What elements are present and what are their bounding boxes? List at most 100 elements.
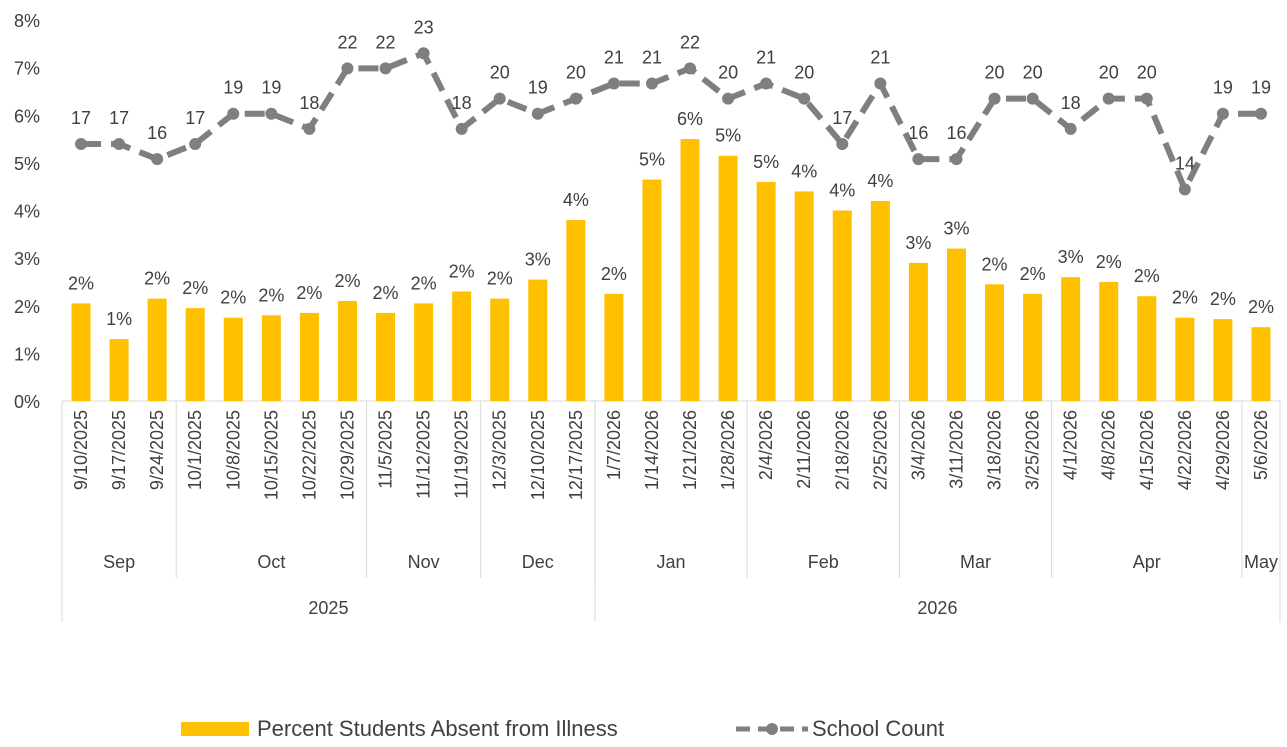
bar: [680, 139, 700, 401]
line-data-label: 22: [680, 32, 700, 52]
line-data-label: 20: [566, 63, 586, 83]
line-data-label: 14: [1175, 153, 1195, 173]
line-point: [912, 153, 925, 166]
x-tick-label: 10/8/2025: [223, 410, 243, 490]
line-point: [341, 62, 354, 75]
legend: Percent Students Absent from Illness Sch…: [0, 716, 1287, 742]
bar-data-label: 4%: [867, 171, 893, 191]
line-data-label: 16: [946, 123, 966, 143]
line-data-label: 23: [414, 17, 434, 37]
line-data-label: 19: [223, 78, 243, 98]
x-tick-label: 2/4/2026: [756, 410, 776, 480]
bar: [1137, 296, 1157, 401]
bar: [1061, 277, 1081, 401]
x-tick-label: 11/5/2025: [376, 410, 396, 489]
line-data-label: 20: [1099, 63, 1119, 83]
bar: [376, 312, 396, 401]
x-tick-label: 2/11/2026: [794, 410, 814, 489]
x-tick-label: 11/19/2025: [452, 410, 472, 499]
line-data-label: 19: [1213, 78, 1233, 98]
x-tick-label: 9/10/2025: [71, 410, 91, 490]
line-data-label: 18: [452, 93, 472, 113]
x-tick-label: 1/28/2026: [718, 410, 738, 490]
bar-data-label: 3%: [943, 219, 969, 239]
line-point: [1102, 92, 1115, 105]
line-data-label: 17: [832, 108, 852, 128]
bar-data-label: 5%: [753, 152, 779, 172]
bar: [604, 293, 624, 401]
line-point: [303, 122, 316, 135]
y-tick-label: 6%: [14, 106, 40, 126]
line-point: [379, 62, 392, 75]
year-group-label: 2025: [308, 598, 348, 618]
month-group-label: Apr: [1133, 552, 1161, 572]
bar: [261, 315, 281, 401]
bar: [946, 248, 966, 401]
bar-data-label: 2%: [373, 283, 399, 303]
bar-data-label: 6%: [677, 109, 703, 129]
line-point: [645, 77, 658, 90]
bar-data-label: 4%: [791, 161, 817, 181]
legend-label-bars: Percent Students Absent from Illness: [257, 716, 618, 741]
bar: [452, 291, 472, 401]
month-group-label: Nov: [408, 552, 440, 572]
month-group-label: May: [1244, 552, 1278, 572]
line-point: [151, 153, 164, 166]
line-point: [836, 137, 849, 150]
legend-item-bars: Percent Students Absent from Illness: [181, 716, 618, 742]
bar-data-label: 4%: [829, 181, 855, 201]
line-point: [455, 122, 468, 135]
line-data-label: 20: [794, 63, 814, 83]
bar-data-label: 3%: [525, 250, 551, 270]
bar: [528, 279, 548, 401]
bar-data-label: 2%: [144, 269, 170, 289]
line-data-label: 20: [1023, 63, 1043, 83]
bar-data-label: 2%: [1210, 289, 1236, 309]
school-count-line: [81, 50, 1261, 193]
bar: [1251, 327, 1271, 401]
bar: [299, 312, 319, 401]
bar-data-label: 4%: [563, 190, 589, 210]
x-tick-label: 3/11/2026: [946, 410, 966, 489]
legend-bar-swatch: [181, 722, 249, 736]
x-tick-label: 9/17/2025: [109, 410, 129, 490]
line-point: [1026, 92, 1039, 105]
line-data-label: 22: [376, 32, 396, 52]
y-tick-label: 1%: [14, 344, 40, 364]
y-tick-label: 2%: [14, 297, 40, 317]
x-tick-label: 1/7/2026: [604, 410, 624, 480]
y-tick-label: 4%: [14, 202, 40, 222]
line-point: [760, 77, 773, 90]
year-group-label: 2026: [917, 598, 957, 618]
bar: [71, 303, 91, 401]
bar-data-label: 2%: [182, 278, 208, 298]
x-tick-label: 10/15/2025: [261, 410, 281, 500]
x-tick-label: 1/14/2026: [642, 410, 662, 490]
line-data-label: 17: [71, 108, 91, 128]
line-point: [189, 137, 202, 150]
month-group-label: Mar: [960, 552, 991, 572]
y-tick-label: 0%: [14, 392, 40, 412]
x-tick-label: 4/29/2026: [1213, 410, 1233, 490]
bar: [718, 155, 738, 401]
x-tick-label: 10/22/2025: [299, 410, 319, 500]
line-point: [75, 137, 88, 150]
x-tick-label: 12/17/2025: [566, 410, 586, 500]
bar-data-label: 2%: [1134, 266, 1160, 286]
line-point: [684, 62, 697, 75]
bar-data-label: 2%: [220, 288, 246, 308]
line-data-label: 21: [756, 48, 776, 68]
x-tick-label: 1/21/2026: [680, 410, 700, 490]
x-tick-label: 3/18/2026: [985, 410, 1005, 490]
line-data-label: 19: [261, 78, 281, 98]
line-point: [569, 92, 582, 105]
x-tick-label: 4/8/2026: [1099, 410, 1119, 480]
x-tick-label: 12/3/2025: [490, 410, 510, 490]
month-group-label: Feb: [808, 552, 839, 572]
bar: [1099, 281, 1119, 401]
month-group-label: Oct: [257, 552, 285, 572]
bar-data-label: 2%: [1248, 297, 1274, 317]
line-data-label: 18: [299, 93, 319, 113]
